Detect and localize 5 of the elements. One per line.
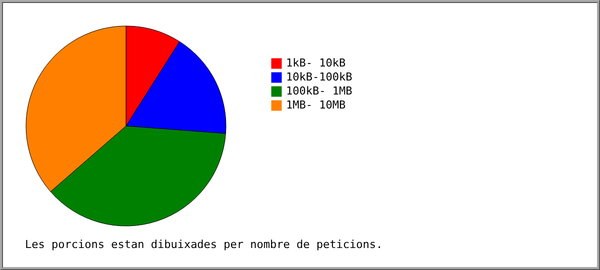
text: Les porcions estan dibuixades per nombre de peticions. [25, 238, 383, 251]
legend-label: 1kB- 10kB [286, 56, 346, 70]
legend-label: 1MB- 10MB [286, 98, 346, 112]
legend-label: 100kB- 1MB [286, 84, 353, 98]
legend-label: 10kB-100kB [286, 70, 353, 84]
